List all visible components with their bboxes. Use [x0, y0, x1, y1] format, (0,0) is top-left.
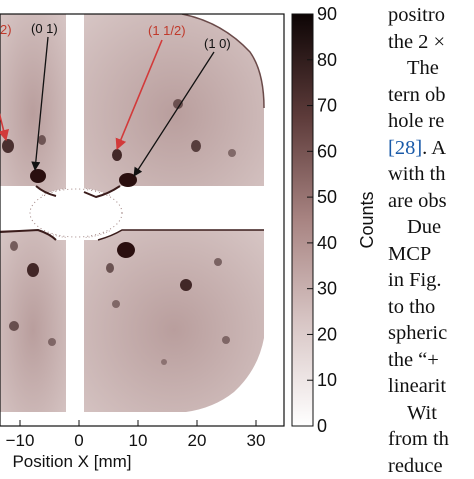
- x-tick-label: 30: [247, 431, 266, 450]
- paper-text-line: in Fig.: [388, 267, 442, 294]
- paper-text-line: MCP: [388, 241, 431, 268]
- quadrant-bottom-left: [0, 230, 66, 412]
- paper-text-line: the 2 ×: [388, 29, 445, 56]
- spot: [106, 263, 114, 273]
- paper-text-line: are obs: [388, 188, 447, 215]
- x-tick-label: 20: [188, 431, 207, 450]
- paper-text-line: tern ob: [388, 82, 446, 109]
- spot: [117, 242, 135, 258]
- colorbar-tick-label: 80: [317, 50, 337, 70]
- paper-text-line: the “+: [388, 347, 439, 374]
- spot: [161, 359, 167, 365]
- spot: [191, 140, 201, 152]
- paper-text-line: Due: [407, 214, 441, 241]
- spot: [30, 169, 46, 183]
- paper-text-line: from th: [388, 426, 449, 453]
- paper-text-line: hole re: [388, 108, 444, 135]
- paper-text-line: reduce: [388, 453, 443, 479]
- paper-text-line: linearit: [388, 373, 446, 400]
- x-tick-label: 10: [129, 431, 148, 450]
- spot: [214, 258, 222, 266]
- paper-text-line: spheric: [388, 320, 447, 347]
- x-tick-label: −10: [6, 431, 35, 450]
- annotation-label-1-half: (1 1/2): [148, 23, 186, 38]
- colorbar-tick-label: 10: [317, 370, 337, 390]
- colorbar-tick-label: 40: [317, 233, 337, 253]
- colorbar: [292, 14, 313, 426]
- spot: [2, 139, 14, 153]
- paper-text-line: with th: [388, 161, 446, 188]
- spot: [112, 300, 120, 308]
- colorbar-label: Counts: [357, 191, 377, 248]
- spot: [27, 263, 39, 277]
- x-tick-label: 0: [74, 431, 83, 450]
- spot: [228, 149, 236, 157]
- colorbar-tick-label: 60: [317, 141, 337, 161]
- annotation-label-10: (1 0): [204, 36, 231, 51]
- quadrant-top-left: [0, 14, 66, 196]
- detector-quadrants: [0, 14, 284, 426]
- paper-text-line: to tho: [388, 294, 435, 321]
- citation-link[interactable]: [28]: [388, 137, 422, 159]
- paper-text-line: The: [407, 55, 439, 82]
- colorbar-tick-label: 70: [317, 96, 337, 116]
- colorbar-tick-label: 90: [317, 4, 337, 24]
- spot: [222, 336, 230, 344]
- spot: [112, 149, 122, 161]
- paper-text-line: positro: [388, 2, 445, 29]
- colorbar-tick-label: 50: [317, 187, 337, 207]
- colorbar-tick-label: 30: [317, 279, 337, 299]
- colorbar-tick-label: 20: [317, 324, 337, 344]
- colorbar-tick-label: 0: [317, 416, 327, 436]
- spot: [10, 241, 18, 251]
- paper-text-fragment: . A: [422, 137, 446, 159]
- annotation-label-01: (0 1): [31, 21, 58, 36]
- annotation-label-left: 2): [0, 22, 12, 37]
- paper-text-line: [28]. A: [388, 135, 446, 162]
- spot: [9, 321, 19, 331]
- spot: [48, 338, 56, 346]
- spot: [38, 135, 46, 145]
- quadrant-bottom-right: [84, 230, 264, 412]
- paper-text-line: Wit: [407, 400, 437, 427]
- x-axis-label: Position X [mm]: [12, 452, 131, 471]
- spot: [180, 279, 192, 291]
